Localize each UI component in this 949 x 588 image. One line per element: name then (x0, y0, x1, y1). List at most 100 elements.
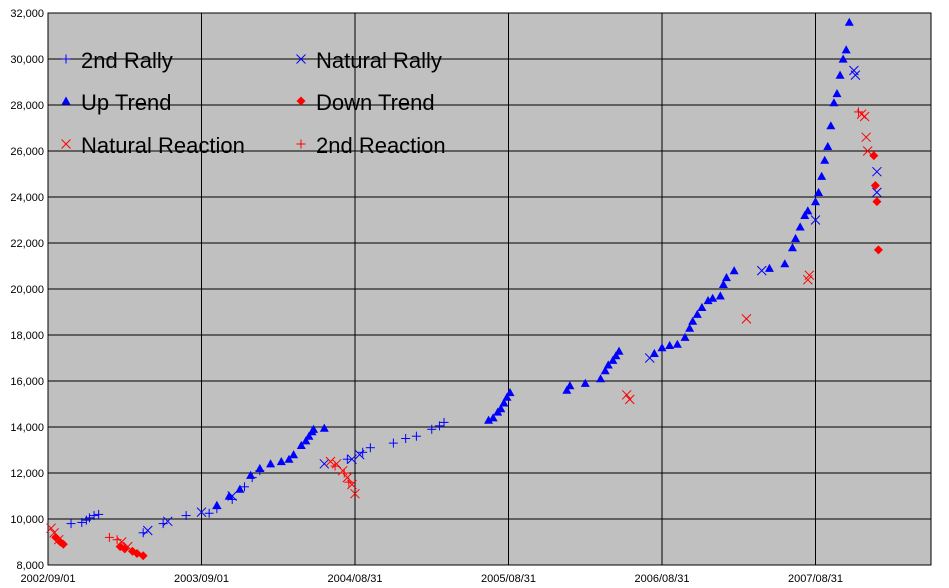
x-tick-label: 2003/09/01 (174, 573, 229, 585)
point-2nd-rally (181, 511, 191, 521)
y-tick-label: 28,000 (10, 100, 44, 112)
point-natural-rally (756, 265, 767, 276)
point-2nd-rally (77, 517, 87, 527)
point-up-trend (562, 385, 572, 394)
point-natural-reaction (122, 541, 133, 552)
point-up-trend (565, 381, 575, 390)
point-up-trend (823, 141, 833, 150)
point-up-trend (826, 121, 836, 130)
point-up-trend (224, 491, 234, 500)
legend-label: Natural Reaction (81, 133, 245, 158)
point-up-trend (795, 222, 805, 231)
point-up-trend (289, 450, 299, 459)
y-tick-label: 22,000 (10, 238, 44, 250)
point-natural-rally (872, 166, 882, 177)
point-2nd-rally (365, 443, 375, 453)
point-up-trend (276, 457, 286, 466)
point-2nd-reaction (112, 535, 122, 545)
point-down-trend (120, 544, 130, 554)
point-natural-rally (162, 516, 173, 527)
y-tick-label: 20,000 (10, 284, 44, 296)
point-down-trend (870, 181, 880, 190)
point-up-trend (811, 197, 820, 206)
point-up-trend (817, 171, 827, 180)
point-2nd-rally (427, 424, 437, 434)
point-up-trend (844, 17, 854, 26)
point-natural-rally (810, 215, 821, 225)
legend-marker-up-trend (61, 96, 71, 105)
y-tick-label: 18,000 (10, 330, 44, 342)
legend-marker-2nd-rally (61, 54, 71, 64)
point-up-trend (718, 279, 728, 288)
point-2nd-reaction (853, 107, 863, 117)
data-points (46, 17, 883, 561)
point-up-trend (672, 339, 682, 348)
point-2nd-rally (204, 508, 214, 518)
legend-item-2nd-rally: 2nd Rally (61, 48, 173, 73)
series-natural-reaction (46, 109, 873, 552)
x-tick-label: 2004/08/31 (327, 573, 382, 585)
point-down-trend (872, 197, 882, 207)
x-tick-label: 2005/08/31 (481, 573, 536, 585)
point-natural-rally (872, 187, 882, 198)
point-natural-rally (196, 507, 207, 517)
point-up-trend (484, 415, 494, 424)
x-axis-tick-labels: 2002/09/01 2003/09/01 2004/08/31 2005/08/31… (20, 573, 843, 585)
point-up-trend (301, 436, 311, 445)
point-up-trend (820, 155, 830, 164)
point-up-trend (729, 266, 739, 275)
y-tick-label: 12,000 (10, 468, 44, 480)
point-up-trend (246, 470, 256, 479)
point-up-trend (685, 323, 695, 332)
legend-label: 2nd Rally (81, 48, 173, 73)
grid-lines (47, 12, 931, 566)
point-up-trend (680, 332, 690, 341)
point-up-trend (496, 404, 506, 413)
point-2nd-rally (94, 509, 104, 519)
point-up-trend (505, 388, 515, 397)
legend-item-down-trend: Down Trend (296, 90, 435, 115)
point-natural-reaction (861, 132, 872, 143)
point-2nd-rally (401, 434, 411, 443)
y-tick-label: 24,000 (10, 192, 44, 204)
point-up-trend (212, 500, 222, 509)
point-down-trend (51, 532, 61, 542)
point-up-trend (603, 360, 613, 369)
point-up-trend (829, 98, 839, 107)
point-natural-reaction (624, 394, 635, 405)
series-down-trend (51, 151, 883, 561)
point-natural-reaction (46, 523, 56, 534)
point-natural-reaction (621, 389, 632, 400)
legend-item-natural-reaction: Natural Reaction (61, 133, 245, 158)
series-2nd-reaction (104, 107, 863, 545)
point-up-trend (688, 316, 698, 325)
point-up-trend (721, 273, 731, 282)
y-tick-label: 32,000 (10, 8, 44, 20)
y-tick-label: 16,000 (10, 376, 44, 388)
point-up-trend (649, 348, 659, 357)
point-2nd-rally (358, 447, 368, 457)
point-natural-rally (347, 454, 357, 465)
legend-label: Down Trend (316, 90, 435, 115)
point-up-trend (611, 351, 621, 360)
y-tick-label: 10,000 (10, 514, 44, 526)
point-down-trend (869, 151, 879, 161)
legend-item-up-trend: Up Trend (61, 90, 172, 115)
point-2nd-reaction (104, 532, 114, 542)
point-2nd-rally (66, 519, 76, 529)
legend-item-natural-rally: Natural Rally (296, 48, 442, 73)
point-2nd-rally (89, 511, 99, 521)
point-natural-rally (354, 449, 365, 460)
point-up-trend (780, 259, 790, 268)
point-up-trend (614, 346, 624, 355)
point-natural-reaction (331, 458, 342, 469)
point-natural-reaction (49, 527, 59, 538)
point-up-trend (296, 440, 306, 449)
point-up-trend (657, 343, 667, 352)
point-up-trend (703, 296, 713, 305)
x-tick-label: 2002/09/01 (20, 573, 75, 585)
point-up-trend (841, 45, 851, 54)
point-up-trend (803, 206, 813, 215)
y-tick-label: 8,000 (16, 560, 44, 572)
